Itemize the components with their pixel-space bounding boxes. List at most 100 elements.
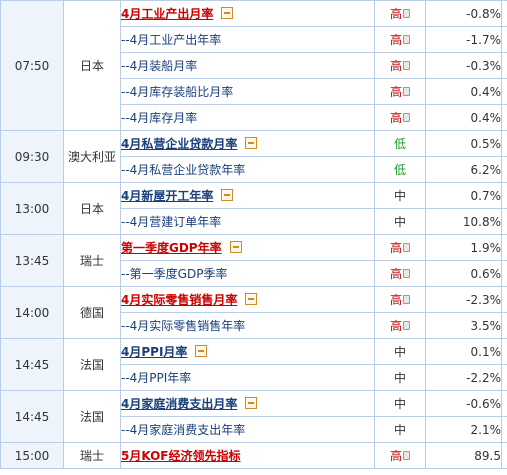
event-cell: --4月营建订单年率 (120, 208, 375, 235)
sub-event-link[interactable]: --4月PPI年率 (121, 371, 192, 385)
importance-label: 高 (389, 59, 402, 73)
importance-marker-icon (403, 35, 410, 44)
table-row: --4月工业产出年率 高 -1.7% (1, 26, 507, 53)
previous-value: 3.5% (425, 312, 502, 339)
importance-label: 高 (389, 449, 402, 463)
edge-cell (501, 208, 507, 235)
edge-cell (501, 104, 507, 131)
previous-value: -0.8% (425, 0, 502, 27)
importance-marker-icon (403, 295, 410, 304)
event-link[interactable]: 4月PPI月率 (121, 345, 188, 359)
importance-marker-icon (403, 269, 410, 278)
edge-cell (501, 364, 507, 391)
importance-label: 低 (393, 163, 406, 177)
previous-value: -0.6% (425, 390, 502, 417)
importance-marker-icon (403, 87, 410, 96)
sub-event-link[interactable]: --4月库存装船比月率 (121, 85, 234, 99)
previous-value: 89.5 (425, 442, 502, 469)
collapse-toggle-icon[interactable] (229, 241, 242, 253)
importance-label: 低 (393, 137, 406, 151)
table-row: 14:45 法国 4月PPI月率中 0.1% (0, 338, 507, 391)
event-country: 德国 (63, 286, 121, 339)
sub-event-link[interactable]: --4月实际零售销售年率 (121, 319, 246, 333)
event-cell: --4月家庭消费支出年率 (120, 416, 375, 443)
sub-event-link[interactable]: --4月私营企业贷款年率 (121, 163, 246, 177)
event-link[interactable]: 4月实际零售销售月率 (121, 293, 238, 307)
collapse-toggle-icon[interactable] (245, 137, 258, 149)
importance-cell: 高 (374, 52, 426, 79)
importance-cell: 中 (374, 182, 426, 209)
event-time: 13:00 (0, 182, 64, 235)
event-cell: 4月实际零售销售月率 (120, 286, 375, 313)
event-time: 14:45 (0, 390, 64, 443)
importance-marker-icon (403, 243, 410, 252)
collapse-toggle-icon[interactable] (195, 345, 208, 357)
event-country: 瑞士 (63, 442, 121, 469)
sub-event-link[interactable]: --4月装船月率 (121, 59, 198, 73)
importance-marker-icon (403, 451, 410, 460)
sub-event-link[interactable]: --第一季度GDP季率 (121, 267, 228, 281)
importance-label: 中 (393, 371, 406, 385)
importance-label: 高 (389, 267, 402, 281)
table-row: --4月营建订单年率 中 10.8% (1, 208, 507, 235)
importance-cell: 中 (374, 208, 426, 235)
edge-cell (501, 260, 507, 287)
previous-value: 0.4% (425, 78, 502, 105)
importance-marker-icon (403, 113, 410, 122)
importance-label: 高 (389, 241, 402, 255)
edge-cell (501, 416, 507, 443)
table-row: 15:00 瑞士 5月KOF经济领先指标 高 89.5 (0, 442, 507, 469)
event-cell: 4月PPI月率 (120, 338, 375, 365)
table-row: --4月家庭消费支出年率 中 2.1% (1, 416, 507, 443)
importance-label: 高 (389, 7, 402, 21)
importance-marker-icon (403, 61, 410, 70)
table-row: --第一季度GDP季率 高 0.6% (1, 260, 507, 287)
event-cell: --4月私营企业贷款年率 (120, 156, 375, 183)
event-link[interactable]: 第一季度GDP年率 (121, 241, 222, 255)
event-link[interactable]: 5月KOF经济领先指标 (121, 449, 241, 463)
importance-label: 中 (393, 189, 406, 203)
table-row: 13:45 瑞士 第一季度GDP年率高 1.9% (0, 234, 507, 287)
importance-label: 高 (389, 33, 402, 47)
previous-value: -2.2% (425, 364, 502, 391)
event-cell: --4月装船月率 (120, 52, 375, 79)
previous-value: 0.4% (425, 104, 502, 131)
sub-event-link[interactable]: --4月家庭消费支出年率 (121, 423, 246, 437)
importance-label: 高 (389, 319, 402, 333)
event-time: 09:30 (0, 130, 64, 183)
importance-label: 高 (389, 111, 402, 125)
event-cell: --4月PPI年率 (120, 364, 375, 391)
edge-cell (501, 442, 507, 469)
previous-value: 0.1% (425, 338, 502, 365)
sub-event-link[interactable]: --4月营建订单年率 (121, 215, 222, 229)
collapse-toggle-icon[interactable] (245, 293, 258, 305)
event-time: 14:00 (0, 286, 64, 339)
importance-marker-icon (403, 321, 410, 330)
event-country: 日本 (63, 182, 121, 235)
sub-event-link[interactable]: --4月库存月率 (121, 111, 198, 125)
table-row: --4月装船月率 高 -0.3% (1, 52, 507, 79)
event-link[interactable]: 4月工业产出月率 (121, 7, 214, 21)
collapse-toggle-icon[interactable] (221, 189, 234, 201)
importance-cell: 高 (374, 104, 426, 131)
edge-cell (501, 52, 507, 79)
table-row: 14:00 德国 4月实际零售销售月率高 -2.3% (0, 286, 507, 339)
sub-event-link[interactable]: --4月工业产出年率 (121, 33, 222, 47)
collapse-toggle-icon[interactable] (245, 397, 258, 409)
importance-label: 中 (393, 215, 406, 229)
table-row: --4月库存装船比月率 高 0.4% (1, 78, 507, 105)
event-time: 14:45 (0, 338, 64, 391)
importance-cell: 中 (374, 390, 426, 417)
event-country: 日本 (63, 0, 121, 131)
event-link[interactable]: 4月新屋开工年率 (121, 189, 214, 203)
importance-cell: 低 (374, 156, 426, 183)
event-link[interactable]: 4月私营企业贷款月率 (121, 137, 238, 151)
collapse-toggle-icon[interactable] (221, 7, 234, 19)
importance-cell: 中 (374, 338, 426, 365)
importance-cell: 高 (374, 0, 426, 27)
event-link[interactable]: 4月家庭消费支出月率 (121, 397, 238, 411)
event-cell: 第一季度GDP年率 (120, 234, 375, 261)
importance-label: 中 (393, 397, 406, 411)
table-row: 13:00 日本 4月新屋开工年率中 0.7% (0, 182, 507, 235)
